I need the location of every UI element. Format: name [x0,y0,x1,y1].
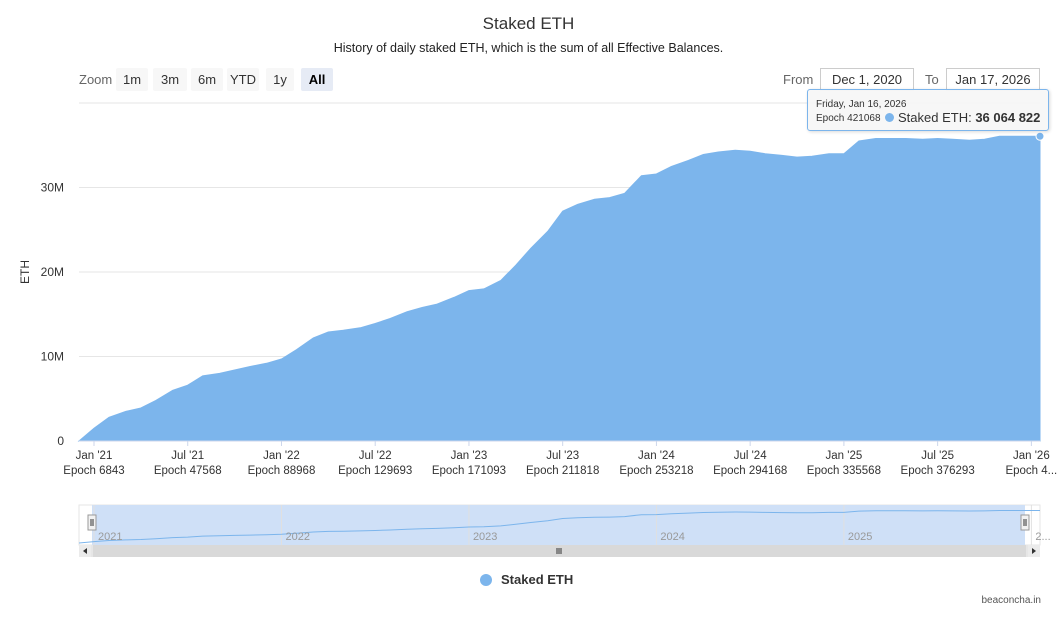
x-tick-label: Jul '25 [921,450,954,462]
navigator-year-label: 2022 [285,531,309,543]
x-tick-label: Jul '22 [359,450,392,462]
x-tick-label: Jan '25 [826,450,863,462]
range-from-label: From [783,72,814,87]
arrow-left-icon [83,548,87,554]
zoom-3m-button[interactable]: 3m [153,68,187,91]
y-tick-label: 10M [41,350,64,364]
navigator-selection[interactable] [92,505,1025,545]
tooltip-date: Friday, Jan 16, 2026 [816,99,907,110]
x-tick-epoch-label: Epoch 335568 [807,465,881,477]
x-tick-epoch-label: Epoch 4... [1005,465,1057,477]
x-tick-epoch-label: Epoch 253218 [619,465,693,477]
navigator-year-label: 2... [1035,531,1050,543]
x-tick-epoch-label: Epoch 171093 [432,465,506,477]
navigator-year-label: 2021 [98,531,122,543]
x-tick-label: Jan '24 [638,450,675,462]
legend-dot-icon [480,574,492,586]
range-from-input[interactable]: Dec 1, 2020 [820,68,914,91]
navigator-year-label: 2025 [848,531,872,543]
hover-point [1035,131,1045,141]
x-tick-label: Jan '23 [451,450,488,462]
x-tick-label: Jul '21 [171,450,204,462]
tooltip-epoch: Epoch 421068 [816,113,881,124]
navigator-series-line [78,510,1040,544]
x-tick-label: Jan '22 [263,450,300,462]
navigator-right-handle[interactable] [1020,514,1030,531]
chart-title: Staked ETH [482,14,575,33]
x-tick-epoch-label: Epoch 376293 [901,465,975,477]
range-to-label: To [925,72,939,87]
arrow-right-icon [1032,548,1036,554]
navigator-year-label: 2024 [660,531,684,543]
y-tick-label: 0 [57,434,64,448]
x-axis: Jan '21 Epoch 6843 Jul '21 Epoch 47568 Jan '… [63,441,1057,477]
navigator-year-label: 2023 [473,531,497,543]
y-axis: 0 10M 20M 30M [41,181,65,449]
credits-link[interactable]: beaconcha.in [981,595,1042,606]
tooltip: Friday, Jan 16, 2026 Epoch 421068 Staked… [807,89,1049,131]
x-tick-epoch-label: Epoch 88968 [248,465,316,477]
navigator[interactable]: 2021 2022 2023 2024 2025 2... [78,504,1051,546]
navigator-left-handle[interactable] [87,514,97,531]
y-tick-label: 20M [41,265,64,279]
y-axis-title: ETH [18,260,32,284]
zoom-1m-button[interactable]: 1m [116,68,148,91]
staked-eth-area[interactable] [77,135,1041,442]
zoom-label: Zoom [79,72,113,87]
x-tick-epoch-label: Epoch 211818 [526,465,599,477]
x-tick-epoch-label: Epoch 6843 [63,465,124,477]
legend-label: Staked ETH [501,572,574,587]
x-tick-label: Jul '23 [546,450,579,462]
x-tick-label: Jan '21 [76,450,113,462]
zoom-6m-button[interactable]: 6m [191,68,223,91]
x-tick-epoch-label: Epoch 47568 [154,465,222,477]
range-to-input[interactable]: Jan 17, 2026 [946,68,1040,91]
zoom-all-button[interactable]: All [301,68,333,91]
navigator-scrollbar[interactable] [79,545,1040,557]
x-tick-label: Jul '24 [734,450,767,462]
chart-subtitle: History of daily staked ETH, which is th… [333,41,724,55]
tooltip-value: Staked ETH: 36 064 822 [898,110,1041,125]
zoom-ytd-button[interactable]: YTD [227,68,259,91]
y-tick-label: 30M [41,181,64,195]
x-tick-epoch-label: Epoch 294168 [713,465,787,477]
x-tick-epoch-label: Epoch 129693 [338,465,412,477]
zoom-1y-button[interactable]: 1y [266,68,294,91]
x-tick-label: Jan '26 [1013,450,1050,462]
tooltip-series-dot-icon [885,113,894,122]
